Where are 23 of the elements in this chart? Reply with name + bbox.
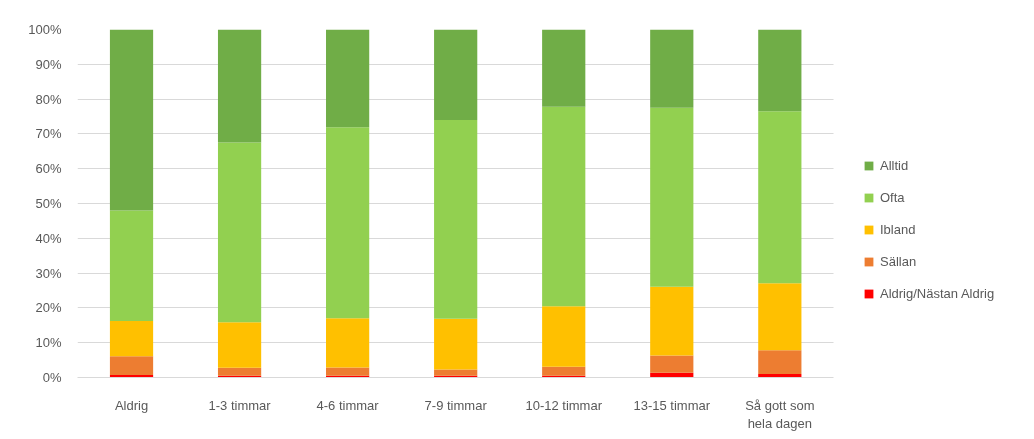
- x-tick-label: 4-6 timmar: [316, 397, 380, 413]
- legend-label: Ibland: [880, 222, 916, 237]
- y-tick-label: 90%: [35, 56, 62, 72]
- x-tick-label: Aldrig: [114, 397, 149, 413]
- y-tick-label: 60%: [35, 161, 62, 177]
- x-tick-label: 7-9 timmar: [424, 397, 488, 413]
- y-tick-label: 100%: [28, 22, 62, 37]
- legend-label: Ofta: [880, 190, 905, 205]
- legend-label: Alltid: [880, 158, 909, 173]
- y-tick-label: 50%: [35, 196, 62, 211]
- y-tick-label: 0%: [42, 370, 62, 385]
- x-tick-label: 1-3 timmar: [208, 397, 272, 413]
- x-tick-label: 13-15 timmar: [633, 397, 711, 413]
- y-tick-label: 40%: [35, 230, 62, 246]
- y-tick-label: 10%: [35, 335, 62, 351]
- x-tick-label: 10-12 timmar: [525, 397, 603, 413]
- y-tick-label: 70%: [35, 126, 62, 142]
- legend-label: Aldrig/Nästan Aldrig: [880, 286, 995, 301]
- y-tick-label: 80%: [35, 91, 62, 107]
- y-tick-label: 20%: [35, 300, 62, 316]
- y-tick-label: 30%: [35, 265, 62, 281]
- legend-label: Sällan: [880, 254, 917, 269]
- x-tick-label: Så gott som hela dagen: [745, 397, 815, 431]
